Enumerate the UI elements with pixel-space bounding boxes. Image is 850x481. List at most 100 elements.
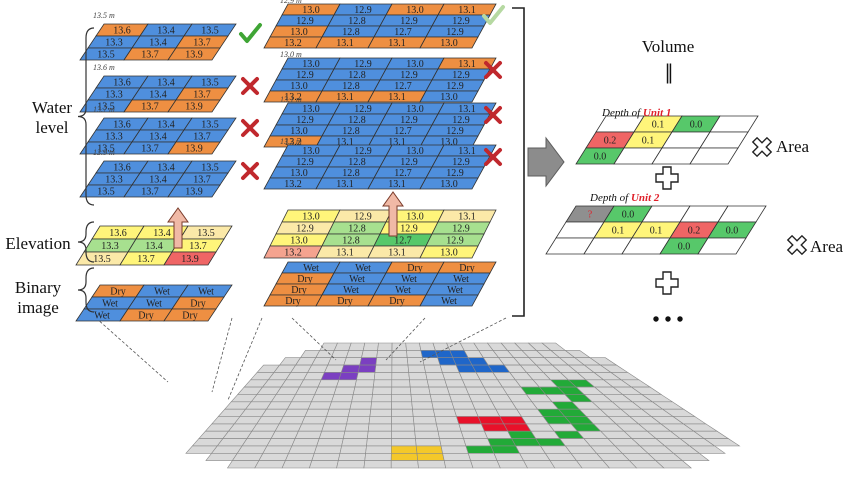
raster-cell xyxy=(316,438,344,447)
unit2-text: Unit 2 xyxy=(630,192,660,204)
raster-cell xyxy=(346,416,371,425)
raster-cell xyxy=(294,386,319,395)
cell-label: 13.0 xyxy=(440,92,458,103)
cell-label: 13.1 xyxy=(458,59,476,70)
raster-cell xyxy=(416,452,445,461)
cell-label: 13.6 xyxy=(113,78,131,89)
cell-label: 13.4 xyxy=(149,90,167,101)
raster-cell xyxy=(371,394,393,403)
cell-label: 13.0 xyxy=(302,146,320,157)
cell-label: 13.9 xyxy=(185,102,203,113)
raster-cell xyxy=(391,416,415,425)
raster-cell xyxy=(297,423,325,432)
cell-label: 13.0 xyxy=(406,5,424,16)
raster-cell xyxy=(426,379,448,388)
depth-prefix-1: Depth of xyxy=(602,107,643,119)
raster-cell xyxy=(372,379,393,388)
cell-label: 13.5 xyxy=(201,26,219,37)
raster-cell xyxy=(458,423,485,432)
cell-label: 13.0 xyxy=(440,248,458,259)
cell-label: 13.5 xyxy=(201,120,219,131)
arrow-shape xyxy=(382,191,404,237)
cell-label: 13.3 xyxy=(105,38,123,49)
cell-label: 13.2 xyxy=(284,92,302,103)
cell-label: 13.4 xyxy=(153,228,171,239)
cell-label: 0.1 xyxy=(612,226,625,237)
raster-cell xyxy=(420,350,439,359)
raster-cell xyxy=(367,423,392,432)
cell-label: 13.5 xyxy=(201,163,219,174)
raster-cell xyxy=(310,394,335,403)
raster-cell xyxy=(336,460,366,469)
raster-cell xyxy=(324,364,345,373)
unit1-mark-2 xyxy=(241,119,259,137)
unit2-elevation-grid: 13.0 12.9 13.0 13.112.9 12.8 12.9 12.913.0 12.8… xyxy=(263,209,497,259)
raster-cell xyxy=(366,430,392,439)
area-label-2: Area xyxy=(810,237,844,256)
raster-cell xyxy=(288,445,318,454)
grid-cell xyxy=(167,141,221,155)
cell-label: 0.0 xyxy=(594,152,607,163)
raster-cell xyxy=(226,460,260,469)
unit2-water-level-1: 13.0 12.9 13.0 13.112.9 12.8 12.9 12.913.0 12.8… xyxy=(263,57,497,103)
raster-cell xyxy=(408,372,428,381)
raster-cell xyxy=(282,408,309,417)
cell-label: 13.1 xyxy=(388,92,406,103)
raster-cell xyxy=(340,364,361,373)
cell-label: 13.2 xyxy=(284,137,302,148)
cell-label: 13.0 xyxy=(440,137,458,148)
cell-label: 13.0 xyxy=(406,59,424,70)
raster-cell xyxy=(361,350,378,359)
base-raster xyxy=(185,342,741,469)
raster-cell xyxy=(370,401,393,410)
raster-cell xyxy=(357,364,377,373)
grid-cell xyxy=(689,147,739,165)
raster-cell xyxy=(406,350,423,359)
raster-cell xyxy=(434,416,460,425)
cross-stroke xyxy=(241,162,259,180)
cell-label: Wet xyxy=(453,274,469,285)
raster-cell xyxy=(368,416,392,425)
raster-cell xyxy=(364,452,392,461)
big-grey-arrow xyxy=(527,136,565,188)
raster-cell xyxy=(291,438,320,447)
cell-label: 13.7 xyxy=(193,175,211,186)
depth-unit1-grid: 0.1 0.0 0.2 0.1 0.0 xyxy=(575,115,759,165)
cell-label: 13.7 xyxy=(141,144,159,155)
raster-cell xyxy=(443,460,474,469)
raster-cell xyxy=(304,408,330,417)
grid-cell xyxy=(163,308,217,322)
projection-line xyxy=(385,317,426,361)
raster-cell xyxy=(463,438,492,447)
times-sign-1 xyxy=(751,136,773,158)
raster-cell xyxy=(411,401,434,410)
raster-cell xyxy=(425,372,446,381)
cell-label: Wet xyxy=(198,287,214,298)
raster-cell xyxy=(703,438,741,447)
cell-label: 13.3 xyxy=(101,241,119,252)
cell-label: 12.9 xyxy=(354,104,372,115)
cell-label: 12.9 xyxy=(354,212,372,223)
raster-cell xyxy=(414,430,440,439)
cell-label: 13.5 xyxy=(97,102,115,113)
grid-cell xyxy=(419,177,479,190)
raster-cell xyxy=(391,401,413,410)
cell-label: 13.1 xyxy=(336,38,354,49)
raster-cell xyxy=(422,357,441,366)
cell-label: 12.9 xyxy=(446,81,464,92)
raster-cell xyxy=(330,350,350,359)
cell-label: ? xyxy=(588,210,593,221)
raster-cell xyxy=(391,423,416,432)
depth-prefix-2: Depth of xyxy=(590,192,631,204)
raster-cell xyxy=(487,438,517,447)
times-shape xyxy=(786,234,808,256)
cell-label: 13.5 xyxy=(93,254,111,265)
raster-cell xyxy=(442,452,472,461)
cell-label: 12.9 xyxy=(446,27,464,38)
cell-label: 12.9 xyxy=(296,70,314,81)
cell-label: 13.0 xyxy=(290,81,308,92)
raster-cell xyxy=(266,438,296,447)
cell-label: 12.9 xyxy=(400,16,418,27)
depth-unit2-grid: ? 0.0 0.1 0.1 0.2 0.0 0.0 xyxy=(545,205,767,255)
raster-cell xyxy=(391,379,411,388)
